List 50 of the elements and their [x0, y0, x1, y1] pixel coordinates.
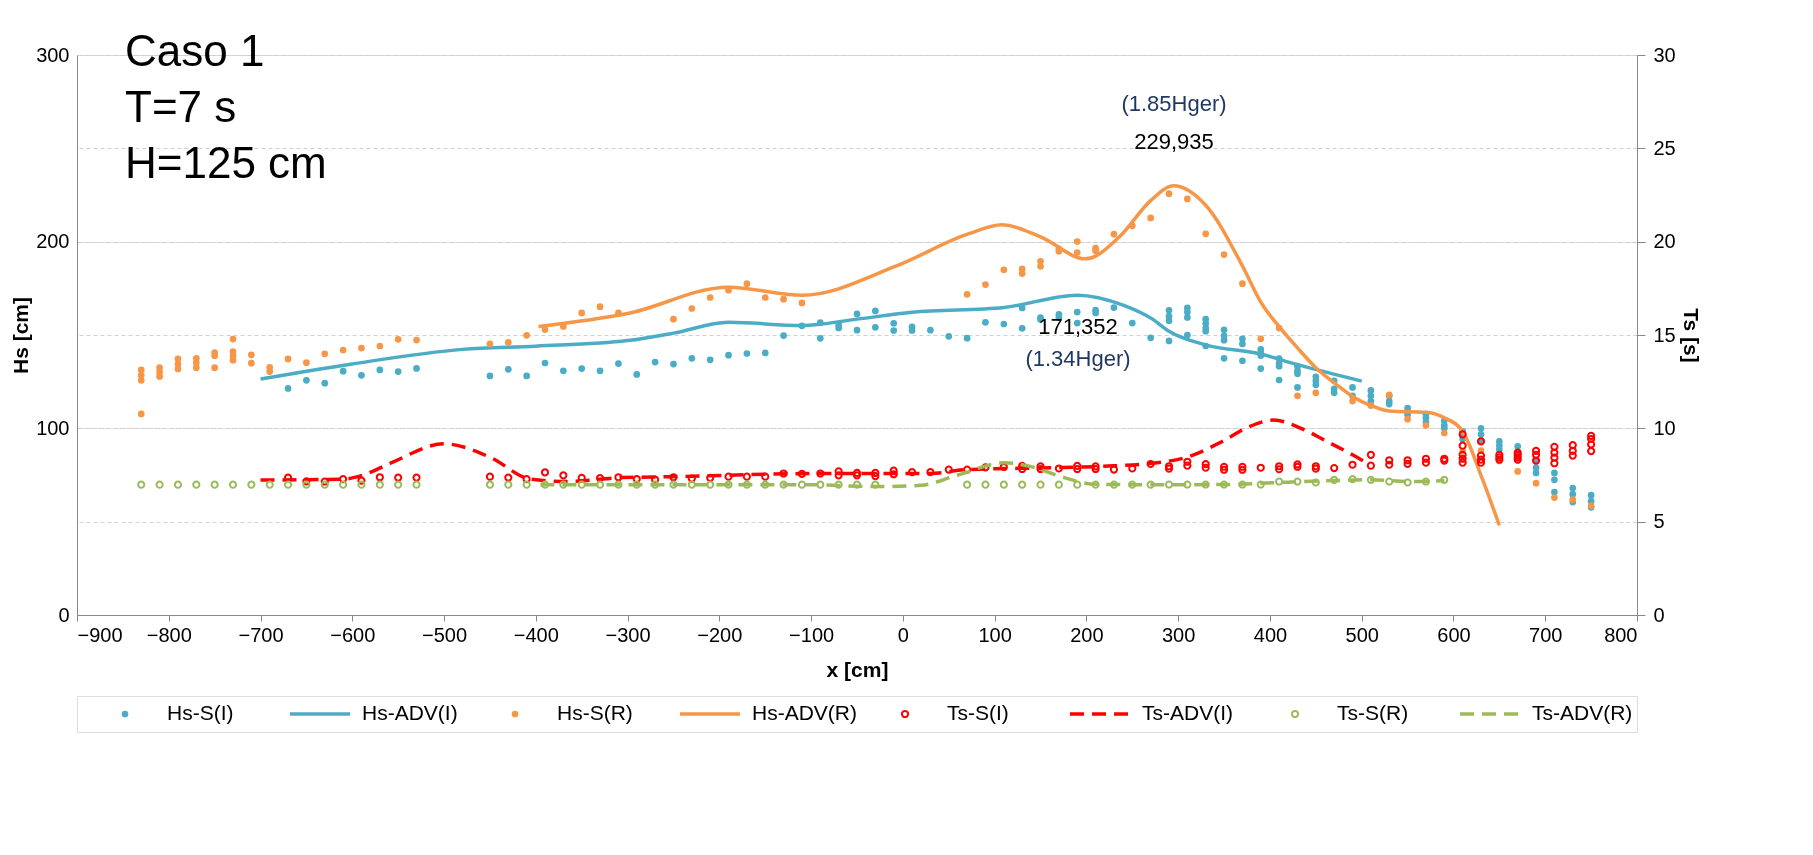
annotation: (1.85Hger)	[1121, 91, 1227, 116]
x-tick-label: −700	[238, 623, 284, 646]
x-tick-label: −400	[513, 623, 559, 646]
x-tick-label: 400	[1253, 623, 1288, 646]
annotation: H=125 cm	[125, 138, 327, 187]
y2-tick-label: 30	[1653, 43, 1676, 66]
line-series	[258, 293, 1364, 383]
y-tick-label: 0	[58, 603, 70, 626]
x-tick-label: 700	[1529, 623, 1563, 646]
y2-tick-label: 15	[1653, 323, 1676, 346]
annotation: (1.34Hger)	[1025, 346, 1131, 371]
x-tick-label: 200	[1070, 623, 1104, 646]
x-tick-label: −800	[146, 623, 192, 646]
x-tick-label: 100	[978, 623, 1012, 646]
y2-tick-label: 25	[1653, 136, 1676, 159]
x-tick-label: −200	[697, 623, 743, 646]
y-axis-title: Hs [cm]	[9, 296, 33, 375]
x-tick-label: −500	[422, 623, 468, 646]
y2-tick-label: 20	[1653, 230, 1676, 253]
legend-label: Ts-ADV(R)	[1532, 701, 1633, 724]
legend-label: Ts-S(R)	[1337, 701, 1409, 724]
x-tick-label: −100	[789, 623, 835, 646]
y-tick-label: 300	[36, 43, 70, 66]
y-tick-label: 100	[36, 416, 70, 439]
y2-axis-title: Ts [s]	[1679, 308, 1703, 363]
x-tick-label: −900	[77, 623, 123, 646]
x-tick-label: 600	[1437, 623, 1471, 646]
legend-label: Hs-ADV(I)	[362, 701, 458, 724]
legend-label: Ts-ADV(I)	[1142, 701, 1233, 724]
x-tick-label: 0	[897, 623, 909, 646]
x-tick-label: −300	[605, 623, 651, 646]
line-series	[536, 184, 1502, 528]
line-series	[538, 461, 1447, 489]
legend-label: Ts-S(I)	[947, 701, 1009, 724]
x-tick-label: −600	[330, 623, 376, 646]
annotation: T=7 s	[125, 82, 237, 131]
y-tick-label: 200	[36, 230, 70, 253]
legend-label: Hs-S(R)	[557, 701, 633, 724]
annotation: 229,935	[1134, 129, 1214, 154]
y2-tick-label: 10	[1653, 416, 1676, 439]
x-tick-label: 800	[1604, 623, 1638, 646]
annotation: 171,352	[1038, 314, 1118, 339]
legend-label: Hs-ADV(R)	[752, 701, 857, 724]
x-tick-label: 300	[1161, 623, 1196, 646]
y2-tick-label: 5	[1653, 510, 1665, 533]
y2-tick-label: 0	[1653, 603, 1665, 626]
x-axis-title: x [cm]	[826, 657, 889, 681]
legend-label: Hs-S(I)	[167, 701, 234, 724]
x-tick-label: 500	[1345, 623, 1379, 646]
annotation: Caso 1	[125, 26, 265, 75]
